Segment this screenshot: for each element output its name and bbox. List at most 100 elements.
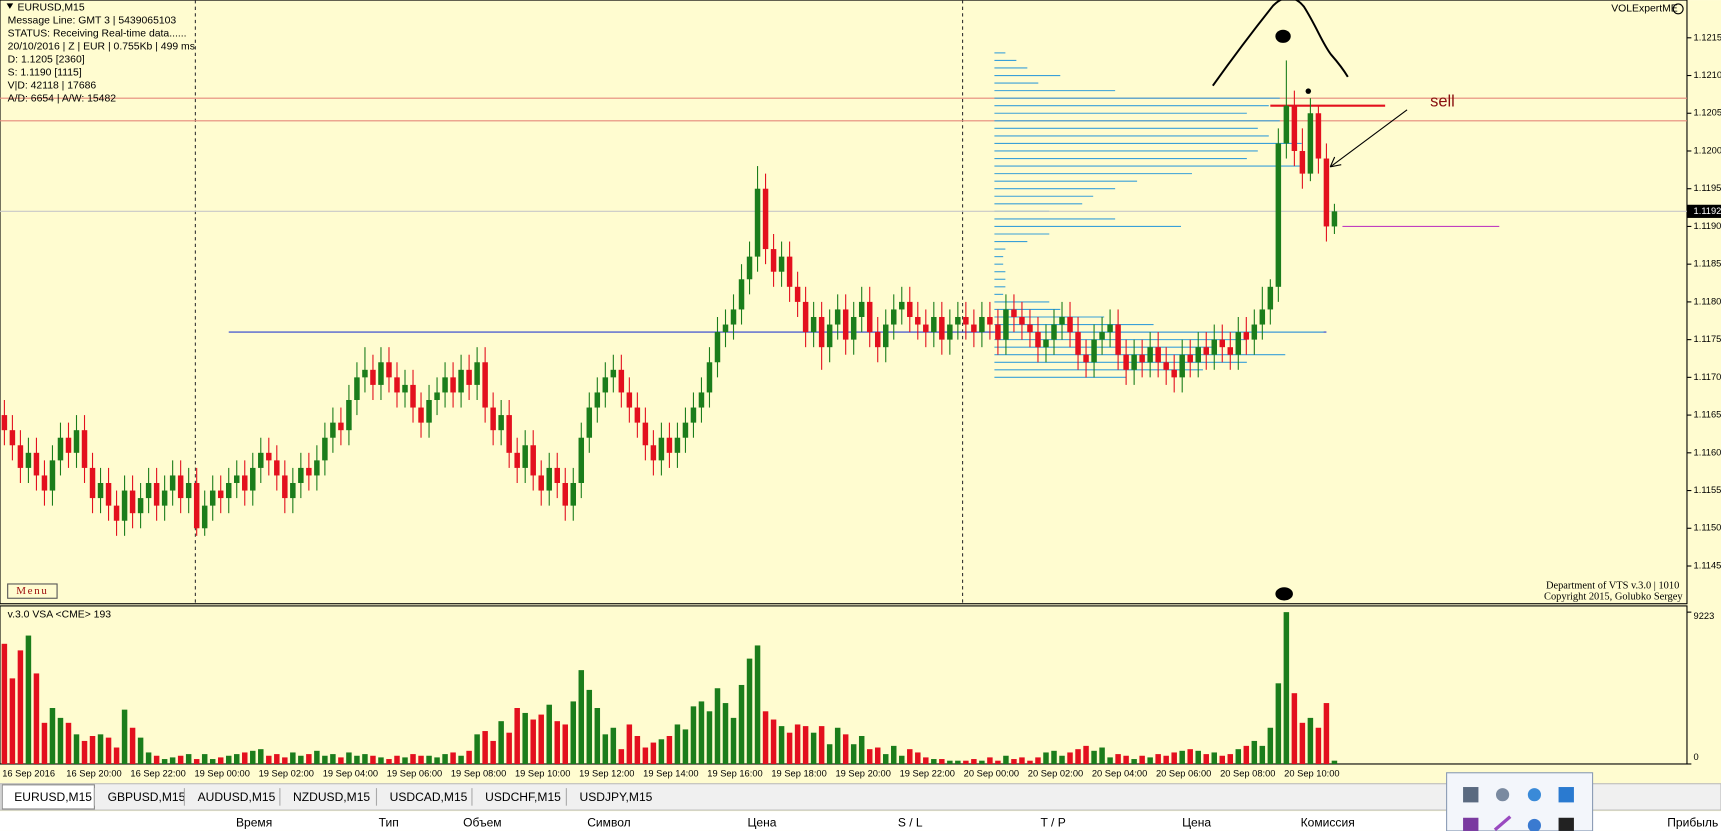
candle-body [1171, 369, 1177, 378]
marker-dot [1275, 29, 1291, 43]
volume-bar [1043, 752, 1049, 764]
column-header[interactable]: Объем [463, 815, 501, 829]
x-tick-label: 19 Sep 18:00 [771, 768, 826, 778]
volume-bar [955, 760, 961, 764]
candle-body [113, 505, 120, 521]
candle-body [786, 256, 793, 287]
candle-body [434, 392, 440, 400]
volume-bar [386, 759, 392, 764]
tray-icon[interactable] [1558, 817, 1574, 831]
column-header[interactable]: Прибыль [1667, 815, 1718, 829]
y-tick-label: 1.1160 [1694, 447, 1721, 457]
tab[interactable]: USDCHF,M15 [485, 790, 561, 804]
column-header[interactable]: Символ [587, 815, 631, 829]
candle-body [562, 483, 568, 506]
candle-body [578, 437, 585, 484]
y-tick-label: 1.1205 [1694, 108, 1721, 118]
volume-bar [738, 684, 745, 764]
candle-body [330, 422, 336, 438]
volume-bar [866, 749, 873, 764]
column-header[interactable]: S / L [898, 815, 923, 829]
candle-body [1035, 332, 1041, 348]
column-header[interactable]: Цена [747, 815, 776, 829]
volume-bar [907, 749, 913, 764]
candle-body [322, 437, 328, 461]
tab-active[interactable] [1, 784, 95, 810]
volume-bar [995, 760, 1001, 764]
tab[interactable]: USDCAD,M15 [390, 790, 468, 804]
volume-bar [1211, 752, 1217, 764]
symbol-title: EURUSD,M15 [18, 3, 85, 14]
candle-body [49, 460, 56, 491]
volume-bar [217, 757, 224, 764]
candle-body [530, 445, 536, 476]
tray-icon[interactable] [1493, 815, 1512, 831]
volume-bar [234, 754, 240, 764]
candle-body [987, 316, 993, 325]
tray-icon[interactable] [1495, 788, 1510, 802]
volume-bar [458, 755, 464, 764]
overlay: EURUSD,M15 VOLExpertME Menu Department o… [6, 0, 1684, 620]
column-header[interactable]: Цена [1182, 815, 1211, 829]
volume-bar [250, 750, 256, 764]
volume-bar [594, 708, 601, 764]
volume-bar [1235, 749, 1242, 764]
column-header[interactable]: Комиссия [1301, 815, 1355, 829]
volume-bar [1243, 745, 1250, 764]
column-header[interactable]: Тип [379, 815, 399, 829]
volume-bar [1323, 703, 1330, 764]
tray-icon[interactable] [1463, 787, 1479, 803]
tray-icon[interactable] [1463, 817, 1479, 831]
volume-bar [418, 755, 424, 764]
candle-body [610, 369, 617, 378]
tab[interactable]: EURUSD,M15 [14, 790, 92, 804]
tray-icon[interactable] [1527, 788, 1541, 802]
column-header[interactable]: Время [236, 815, 272, 829]
candle-body [177, 475, 184, 499]
volume-bar [209, 759, 216, 764]
tab[interactable]: GBPUSD,M15 [108, 790, 186, 804]
candle-body [794, 286, 801, 302]
tab-bar [0, 783, 1721, 811]
volume-bar [1011, 759, 1017, 764]
candle-body [1051, 324, 1057, 340]
candle-body [955, 316, 961, 325]
x-tick-label: 19 Sep 08:00 [451, 768, 506, 778]
menu-label[interactable]: Menu [16, 585, 48, 597]
tray-icon[interactable] [1527, 818, 1541, 831]
volume-bar [121, 709, 128, 764]
volume-bar [514, 708, 520, 764]
volume-bar [762, 711, 769, 764]
column-header[interactable]: T / P [1041, 815, 1066, 829]
tray-icon[interactable] [1558, 787, 1574, 803]
tab[interactable]: USDJPY,M15 [580, 790, 653, 804]
menu-button[interactable] [7, 583, 58, 599]
status-line: 20/10/2016 | Z | EUR | 0.755Kb | 499 ms [8, 42, 195, 53]
candle-body [1043, 339, 1049, 348]
tab[interactable]: NZDUSD,M15 [293, 790, 370, 804]
x-tick-label: 16 Sep 22:00 [130, 768, 185, 778]
time-axis-labels: 16 Sep 2016 16 Sep 20:00 16 Sep 22:00 19 Se… [2, 768, 1339, 778]
volume-bar [1147, 757, 1153, 764]
volume-bar [306, 754, 312, 764]
candle-body [594, 392, 601, 408]
volume-bar [490, 740, 496, 764]
volume-bar [402, 757, 408, 764]
candle-body [1139, 354, 1145, 363]
candle-body [1003, 309, 1009, 340]
candle-body [145, 483, 152, 499]
candle-body [346, 399, 352, 431]
candle-body [642, 422, 649, 446]
expert-name: VOLExpertME [1611, 4, 1678, 15]
volume-bar [778, 726, 785, 764]
candle-body [770, 249, 777, 272]
candle-body [682, 422, 689, 438]
candle-body [121, 490, 128, 521]
tab[interactable]: AUDUSD,M15 [198, 790, 276, 804]
candle-body [161, 490, 168, 506]
candle-body [1187, 354, 1193, 363]
candle-body [762, 188, 769, 250]
candle-body [1323, 158, 1330, 227]
volume-bar [1219, 755, 1226, 764]
volume-bar [1171, 752, 1177, 764]
